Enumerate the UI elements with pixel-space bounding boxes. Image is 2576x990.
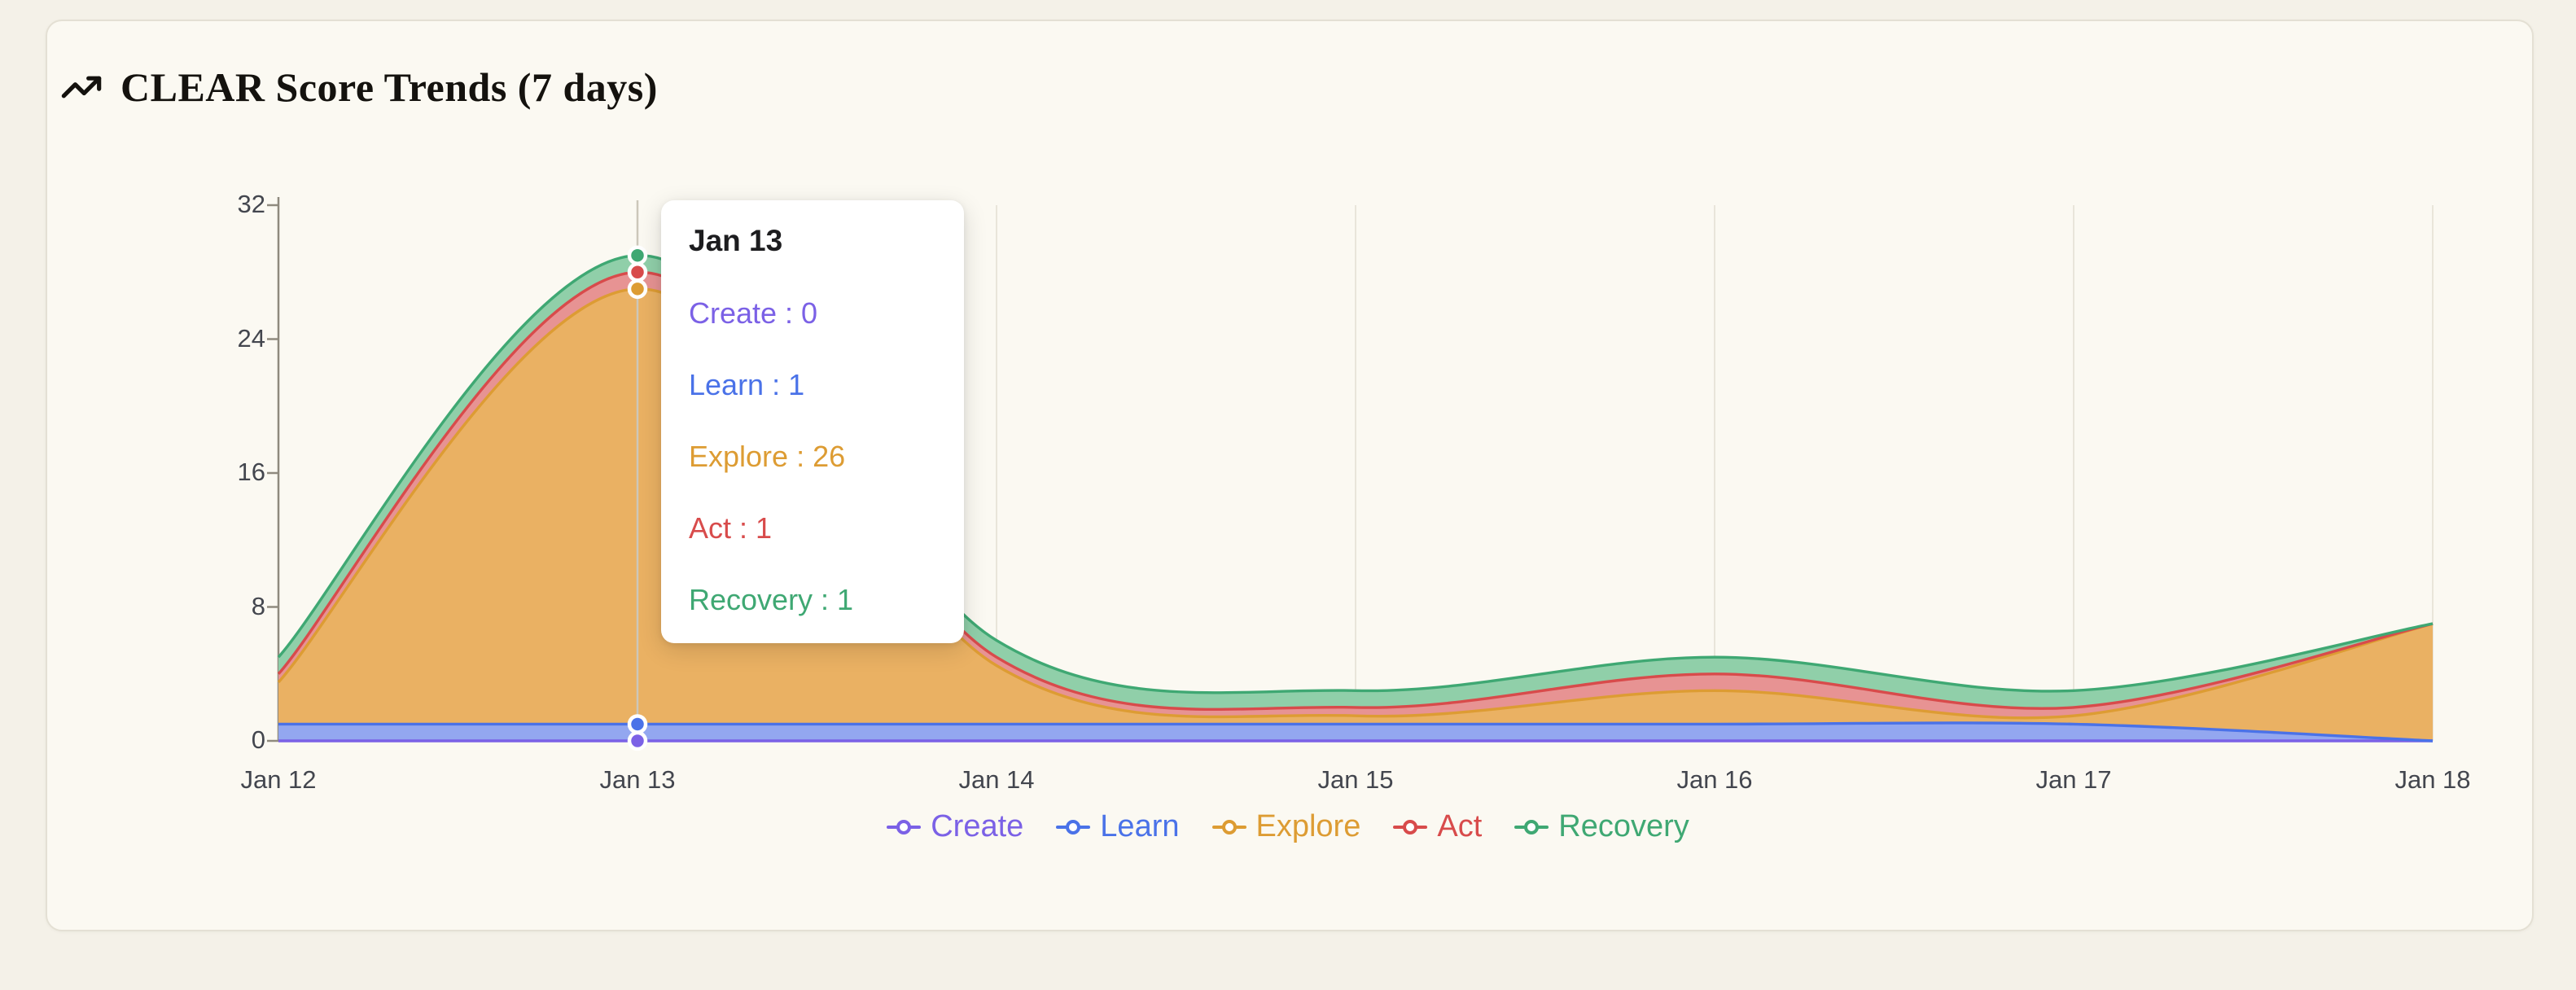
- legend-marker-icon: [887, 819, 922, 835]
- hover-dot-learn: [627, 714, 648, 734]
- hover-dot-create: [627, 730, 648, 751]
- chart-legend: Create Learn Explore Act Recovery: [0, 809, 2576, 844]
- legend-item-create[interactable]: Create: [887, 809, 1023, 844]
- tooltip-title: Jan 13: [689, 224, 783, 257]
- legend-label: Recovery: [1558, 809, 1689, 843]
- legend-label: Learn: [1100, 809, 1180, 843]
- tooltip-row-create: Create : 0: [689, 296, 818, 330]
- tooltip-rows: Create : 0 Learn : 1 Explore : 26 Act : 1 Re…: [689, 298, 933, 615]
- chart-tooltip: Jan 13 Create : 0 Learn : 1 Explore : 26 Ac…: [661, 200, 964, 643]
- hover-dot-explore: [627, 278, 648, 300]
- legend-item-learn[interactable]: Learn: [1056, 809, 1180, 844]
- tooltip-row-recovery: Recovery : 1: [689, 583, 854, 616]
- legend-item-act[interactable]: Act: [1393, 809, 1482, 844]
- hover-dot-act: [627, 262, 648, 283]
- trending-up-icon: [61, 76, 102, 99]
- legend-item-explore[interactable]: Explore: [1211, 809, 1361, 844]
- hover-dot-recovery: [627, 245, 648, 265]
- hover-dots: [627, 245, 648, 751]
- legend-marker-icon: [1514, 819, 1549, 835]
- tooltip-row-act: Act : 1: [689, 511, 773, 545]
- legend-item-recovery[interactable]: Recovery: [1514, 809, 1689, 844]
- legend-marker-icon: [1393, 819, 1428, 835]
- legend-label: Explore: [1255, 809, 1361, 843]
- y-axis-line: [267, 197, 280, 742]
- chart-header: CLEAR Score Trends (7 days): [60, 64, 658, 111]
- tooltip-row-explore: Explore : 26: [689, 440, 846, 473]
- legend-marker-icon: [1211, 819, 1246, 835]
- tooltip-row-learn: Learn : 1: [689, 368, 805, 401]
- chart-title: CLEAR Score Trends (7 days): [120, 64, 658, 110]
- legend-marker-icon: [1056, 819, 1091, 835]
- legend-label: Create: [931, 809, 1024, 843]
- legend-label: Act: [1437, 809, 1483, 843]
